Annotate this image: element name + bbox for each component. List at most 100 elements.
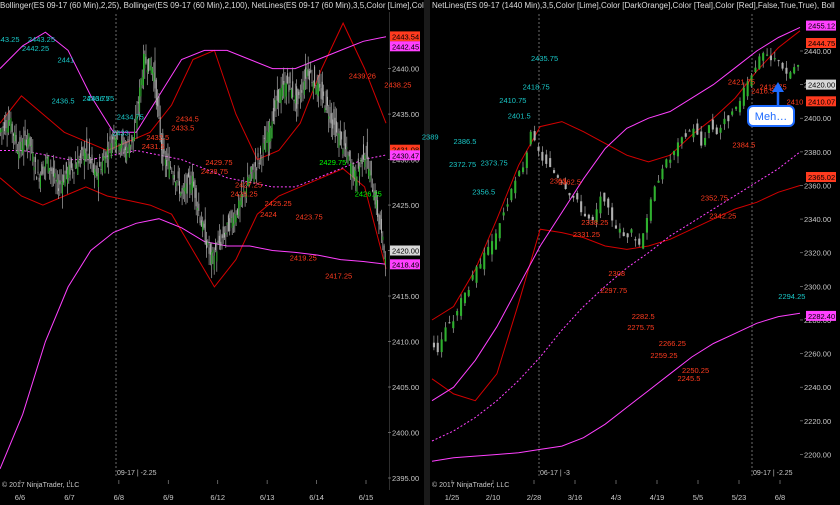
candle-body bbox=[793, 67, 796, 74]
candle-body bbox=[108, 153, 110, 160]
candle-body bbox=[236, 208, 238, 215]
price-level-annotation: 2294.25 bbox=[778, 292, 805, 301]
candle-body bbox=[202, 221, 204, 232]
price-level-annotation: 2410.75 bbox=[499, 96, 526, 105]
candle-body bbox=[118, 145, 120, 151]
indicator-line-1 bbox=[431, 30, 801, 321]
candle-body bbox=[153, 72, 155, 82]
candle-body bbox=[163, 149, 165, 154]
price-badge bbox=[806, 310, 836, 321]
price-level-annotation: 2275.75 bbox=[627, 323, 654, 332]
candle-body bbox=[545, 154, 548, 164]
price-level-annotation: 2429.75 bbox=[319, 158, 346, 167]
right-candles bbox=[432, 48, 800, 358]
price-level-annotation: 2436.75 bbox=[83, 94, 110, 103]
candle-body bbox=[491, 241, 494, 255]
candle-body bbox=[704, 137, 707, 146]
price-level-annotation: 2297.75 bbox=[600, 286, 627, 295]
price-level-annotation: 2389 bbox=[422, 133, 439, 142]
candle-body bbox=[379, 215, 381, 230]
candle-body bbox=[263, 137, 265, 139]
x-tick-label: 6/8 bbox=[775, 493, 785, 502]
y-tick-label: 2405.00 bbox=[392, 383, 419, 392]
candle-body bbox=[257, 153, 259, 157]
y-tick-label: 2240.00 bbox=[804, 383, 831, 392]
candle-body bbox=[583, 213, 586, 217]
candle-body bbox=[213, 255, 215, 270]
candle-body bbox=[688, 130, 691, 132]
candle-body bbox=[352, 165, 354, 178]
candle-body bbox=[203, 223, 205, 228]
candle-body bbox=[110, 143, 112, 158]
candle-body bbox=[172, 175, 174, 179]
candle-body bbox=[287, 73, 289, 84]
candle-body bbox=[727, 115, 730, 122]
y-tick-label: 2200.00 bbox=[804, 450, 831, 459]
indicator-line-1 bbox=[0, 21, 387, 161]
candle-body bbox=[144, 54, 146, 69]
price-badge bbox=[390, 31, 420, 42]
price-badge bbox=[806, 96, 836, 107]
candle-body bbox=[265, 140, 267, 153]
candle-body bbox=[251, 167, 252, 173]
right-price-badges: 2455.12 2444.75 2420.00 2410.07 2365.02 2282.… bbox=[806, 20, 836, 321]
price-level-annotation: 2356.5 bbox=[472, 187, 495, 196]
candle-body bbox=[141, 77, 143, 85]
left-chart-panel[interactable]: Bollinger(ES 09-17 (60 Min),2,25), Bolli… bbox=[0, 1, 429, 502]
price-level-annotation: 2436.75 bbox=[87, 94, 114, 103]
candle-body bbox=[166, 160, 168, 167]
candle-body bbox=[294, 95, 296, 104]
price-level-annotation: 2331.25 bbox=[573, 230, 600, 239]
candle-body bbox=[276, 90, 278, 101]
candle-body bbox=[242, 194, 243, 196]
price-level-annotation: 2443.25 bbox=[0, 35, 20, 44]
candle-body bbox=[696, 123, 699, 135]
callout-arrowhead-icon bbox=[772, 82, 784, 92]
candle-body bbox=[329, 106, 331, 123]
price-level-annotation: 2401.5 bbox=[508, 112, 531, 121]
candle-body bbox=[146, 70, 148, 73]
candle-body bbox=[139, 87, 141, 112]
price-level-annotation: 2426.25 bbox=[231, 190, 258, 199]
candle-body bbox=[33, 166, 35, 171]
candle-body bbox=[642, 233, 645, 249]
candle-body bbox=[537, 146, 540, 151]
candle-body bbox=[168, 161, 170, 178]
right-copyright: © 2017 NinjaTrader, LLC bbox=[432, 481, 509, 489]
candle-body bbox=[198, 203, 200, 211]
price-level-annotation: 2441 bbox=[58, 56, 75, 65]
price-badge-label: 2431.08 bbox=[392, 146, 419, 155]
x-tick-label: 3/16 bbox=[568, 493, 583, 502]
candle-body bbox=[260, 147, 261, 154]
candle-body bbox=[155, 79, 157, 105]
candle-body bbox=[67, 170, 68, 183]
candle-body bbox=[54, 173, 56, 178]
candle-body bbox=[58, 188, 59, 191]
candle-body bbox=[673, 150, 676, 156]
candle-body bbox=[262, 143, 264, 153]
candle-body bbox=[199, 217, 201, 223]
candle-body bbox=[746, 81, 749, 97]
candle-body bbox=[638, 238, 641, 245]
candle-body bbox=[2, 126, 4, 129]
candle-body bbox=[645, 218, 648, 233]
candle-body bbox=[317, 83, 319, 97]
indicator-line-2 bbox=[431, 185, 801, 402]
panel-divider[interactable] bbox=[424, 0, 430, 505]
candle-body bbox=[332, 119, 334, 129]
candle-body bbox=[777, 60, 780, 62]
right-chart-panel[interactable]: NetLines(ES 09-17 (1440 Min),3,5,Color [… bbox=[422, 1, 836, 502]
price-level-annotation: 2443.25 bbox=[28, 35, 55, 44]
left-candles bbox=[0, 44, 386, 279]
candle-body bbox=[176, 181, 178, 183]
price-badge bbox=[806, 20, 836, 31]
candle-body bbox=[325, 91, 327, 110]
candle-body bbox=[514, 180, 517, 194]
candle-body bbox=[298, 91, 300, 96]
candle-body bbox=[324, 107, 326, 113]
candle-body bbox=[762, 53, 765, 61]
x-tick-label: 6/12 bbox=[210, 493, 225, 502]
candle-body bbox=[79, 153, 81, 159]
price-level-annotation: 2424 bbox=[260, 210, 277, 219]
